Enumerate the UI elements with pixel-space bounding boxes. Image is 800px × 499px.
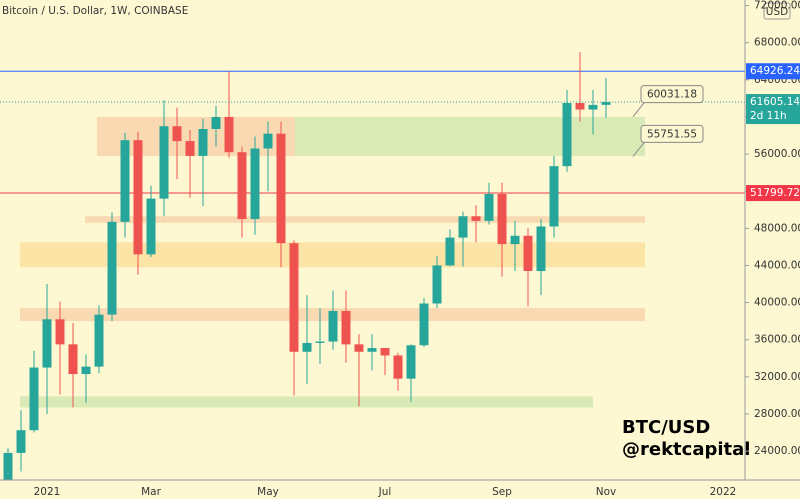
candle-body [120,140,130,222]
x-tick-label: May [257,486,279,498]
candle-body [224,116,234,153]
y-tick-label: 40000.00 [754,297,800,309]
candle-body [55,319,65,345]
callout-pointer [632,101,646,117]
price-label-box [746,63,800,80]
y-tick-label: 44000.00 [754,259,800,271]
candle-body [29,367,39,431]
y-tick-label: 24000.00 [754,445,800,457]
watermark: BTC/USD [622,417,710,438]
x-tick-label: Mar [141,486,161,498]
candle-body [237,152,247,220]
current-price-label: 61605.14 [750,96,800,108]
candle-body [536,226,546,272]
candle-body [380,348,390,356]
callout-box [640,85,704,104]
candle-body [471,216,481,221]
candle-body [107,221,117,315]
zone [295,116,645,156]
y-tick-label: 48000.00 [754,222,800,234]
candle-body [588,104,598,110]
candle-body [445,237,455,266]
candle-body [42,319,52,368]
candle-body [510,235,520,245]
candle-body [432,265,442,304]
y-tick-label: 56000.00 [754,148,800,160]
y-tick-label: 32000.00 [754,371,800,383]
y-tick-label: 68000.00 [754,37,800,49]
x-tick-label: 2022 [710,486,737,498]
candle-body [146,198,156,255]
candle-body [523,235,533,272]
currency-box [763,2,791,20]
chart-title: Bitcoin / U.S. Dollar, 1W, COINBASE [2,5,188,17]
candle-body [575,103,585,110]
callout-pointer [632,141,646,157]
candle-body [354,344,364,352]
price-label: 51799.72 [750,187,800,199]
candle-body [68,344,78,375]
candle-body [198,129,208,156]
candle-body [211,116,221,130]
candle-body [263,133,273,149]
current-price-box [746,94,800,125]
price-label-box [746,185,800,202]
zone [85,216,645,223]
countdown: 2d 11h [750,110,787,122]
candle-body [419,303,429,346]
candle-body [133,140,143,255]
callout-label: 60031.18 [647,89,697,101]
candle-body [393,355,403,379]
callout-box [640,124,704,143]
candle-body [3,452,13,480]
candle-body [484,193,494,221]
candle-body [406,345,416,379]
candle-body [159,126,169,199]
x-tick-label: Jul [378,486,392,498]
candle-body [302,342,312,352]
candle-body [562,103,572,167]
watermark: @rektcapital [622,439,750,460]
candle-body [289,243,299,352]
y-tick-label: 36000.00 [754,334,800,346]
candle-body [94,314,104,367]
y-tick-label: 28000.00 [754,408,800,420]
x-tick-label: Sep [492,486,512,498]
candle-body [276,133,286,244]
x-tick-label: 2021 [34,486,61,498]
y-tick-label: 72000.00 [754,0,800,12]
callout-label: 55751.55 [647,128,697,140]
candle-body [328,310,338,342]
candle-body [172,126,182,142]
candle-body [185,141,195,156]
x-tick-label: Nov [596,486,617,498]
candle-body [549,166,559,227]
candle-body [601,102,611,105]
candle-body [497,193,507,245]
price-label: 64926.24 [750,65,800,77]
zone [20,396,593,408]
candle-body [250,148,260,220]
candle-body [315,341,325,343]
candle-body [458,216,468,238]
currency: USD [766,6,788,18]
candle-body [341,310,351,345]
zone [97,116,295,156]
candle-body [367,348,377,352]
plot-area [0,51,745,480]
candle-body [16,430,26,453]
candle-body [81,366,91,375]
